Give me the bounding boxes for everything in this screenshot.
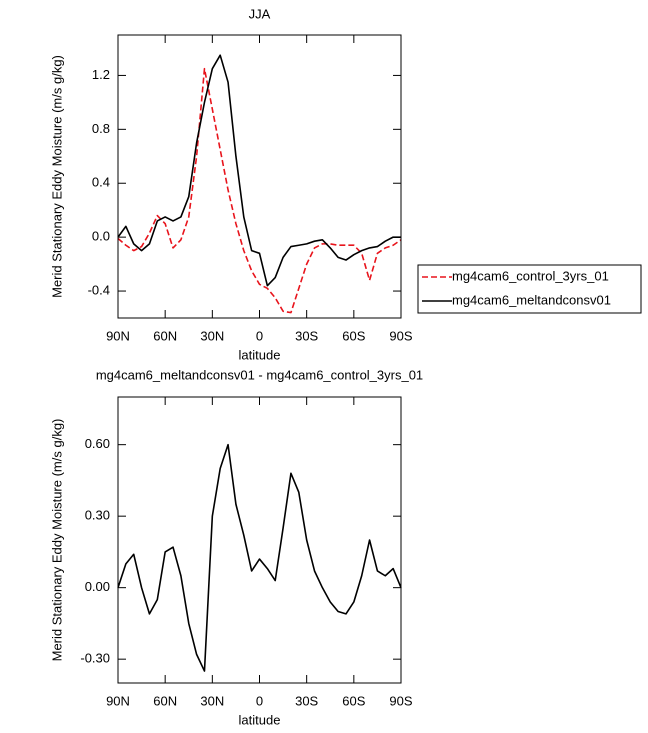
y-tick-label: 0.8 bbox=[92, 121, 110, 136]
plot-frame bbox=[117, 396, 402, 684]
x-tick-label: 30N bbox=[200, 693, 224, 708]
x-tick-label: 60S bbox=[342, 328, 365, 343]
y-tick-label: 0.00 bbox=[85, 579, 110, 594]
plot-frame bbox=[117, 34, 402, 319]
legend-label: mg4cam6_meltandconsv01 bbox=[452, 292, 611, 307]
x-tick-label: 30S bbox=[295, 328, 318, 343]
y-tick-label: 0.4 bbox=[92, 175, 110, 190]
x-axis-label: latitude bbox=[239, 712, 281, 727]
chart-title: mg4cam6_meltandconsv01 - mg4cam6_control… bbox=[96, 367, 423, 382]
x-tick-label: 90N bbox=[106, 693, 130, 708]
data-line bbox=[117, 54, 401, 287]
legend-box bbox=[417, 264, 642, 314]
y-tick-label: 1.2 bbox=[92, 67, 110, 82]
x-tick-label: 30N bbox=[200, 328, 224, 343]
x-tick-label: 90S bbox=[389, 693, 412, 708]
y-tick-label: 0.30 bbox=[85, 508, 110, 523]
x-tick-label: 0 bbox=[256, 328, 263, 343]
y-axis-label: Merid Stationary Eddy Moisture (m/s g/kg… bbox=[49, 55, 64, 298]
chart-title: JJA bbox=[249, 6, 271, 21]
x-tick-label: 90N bbox=[106, 328, 130, 343]
y-tick-label: -0.4 bbox=[88, 282, 110, 297]
x-tick-label: 0 bbox=[256, 693, 263, 708]
legend-label: mg4cam6_control_3yrs_01 bbox=[452, 268, 609, 283]
x-tick-label: 60S bbox=[342, 693, 365, 708]
y-tick-label: -0.30 bbox=[80, 651, 110, 666]
y-tick-label: 0.0 bbox=[92, 229, 110, 244]
x-tick-label: 90S bbox=[389, 328, 412, 343]
y-tick-label: 0.60 bbox=[85, 436, 110, 451]
data-line bbox=[117, 67, 402, 314]
x-axis-label: latitude bbox=[239, 347, 281, 362]
x-tick-label: 60N bbox=[153, 328, 177, 343]
y-axis-label: Merid Stationary Eddy Moisture (m/s g/kg… bbox=[49, 419, 64, 662]
x-tick-label: 60N bbox=[153, 693, 177, 708]
data-line bbox=[117, 443, 402, 672]
x-tick-label: 30S bbox=[295, 693, 318, 708]
